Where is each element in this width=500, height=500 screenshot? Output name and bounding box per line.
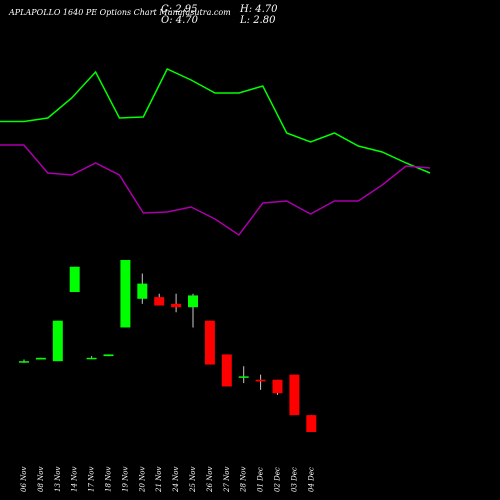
- candle-body: [204, 320, 215, 365]
- indicator-line-green: [0, 68, 431, 174]
- candle-body: [221, 354, 232, 387]
- x-tick-label: 06 Nov: [20, 467, 28, 492]
- candle-body: [289, 374, 300, 416]
- candle: [120, 260, 131, 328]
- candle-body: [188, 295, 198, 308]
- candle-body: [120, 260, 131, 328]
- x-tick-label: 26 Nov: [206, 467, 214, 493]
- candle: [188, 293, 198, 328]
- candle-body: [255, 379, 266, 382]
- candle-body: [171, 303, 182, 308]
- x-tick-label: 01 Dec: [257, 467, 265, 492]
- candle-body: [103, 354, 114, 357]
- candle: [238, 366, 249, 384]
- candle-body: [35, 357, 46, 360]
- x-tick-label: 02 Dec: [274, 467, 282, 492]
- candle: [221, 354, 232, 387]
- candle: [171, 293, 182, 313]
- x-tick-label: 17 Nov: [88, 467, 96, 492]
- x-tick-label: 14 Nov: [71, 467, 79, 492]
- candle: [86, 356, 97, 360]
- open-value: O: 4.70: [161, 15, 199, 26]
- candle-body: [154, 297, 165, 306]
- indicator-lines: [0, 68, 431, 237]
- x-tick-label: 20 Nov: [138, 467, 146, 493]
- x-tick-label: 13 Nov: [54, 467, 62, 492]
- candle: [52, 320, 63, 362]
- candle-body: [19, 361, 29, 363]
- x-tick-label: 03 Dec: [290, 467, 298, 492]
- candle: [204, 320, 215, 365]
- x-tick-label: 24 Nov: [172, 467, 180, 493]
- candle-body: [52, 320, 63, 362]
- close-value: C: 2.95: [161, 4, 198, 15]
- x-tick-label: 04 Dec: [307, 467, 315, 492]
- x-tick-label: 19 Nov: [121, 467, 129, 492]
- candle-body: [306, 415, 317, 432]
- x-tick-label: 27 Nov: [223, 467, 231, 493]
- x-tick-label: 25 Nov: [189, 467, 197, 493]
- x-tick-label: 18 Nov: [105, 467, 113, 492]
- x-tick-label: 21 Nov: [155, 467, 163, 493]
- low-value: L: 2.80: [240, 15, 276, 26]
- candle-body: [137, 283, 148, 299]
- candle-body: [272, 379, 283, 394]
- candle: [154, 293, 165, 306]
- x-tick-label: 28 Nov: [240, 467, 248, 493]
- candles: [19, 260, 317, 432]
- candle: [103, 354, 114, 357]
- x-axis: 06 Nov 08 Nov 13 Nov 14 Nov 17 Nov 18 Nov 19 N…: [20, 467, 315, 493]
- candle: [69, 266, 80, 293]
- candle: [289, 374, 300, 416]
- candle-body: [238, 376, 249, 378]
- candle: [137, 273, 148, 304]
- candle-body: [86, 357, 97, 360]
- chart-title: APLAPOLLO 1640 PE Options Chart Munafasu…: [9, 8, 231, 17]
- candle: [19, 359, 29, 363]
- x-tick-label: 08 Nov: [37, 467, 45, 492]
- candle-body: [69, 266, 80, 293]
- indicator-line-purple: [0, 144, 431, 237]
- high-value: H: 4.70: [240, 4, 278, 15]
- candle: [272, 379, 283, 395]
- candle: [35, 357, 46, 360]
- candle: [306, 415, 317, 432]
- candle: [255, 374, 266, 390]
